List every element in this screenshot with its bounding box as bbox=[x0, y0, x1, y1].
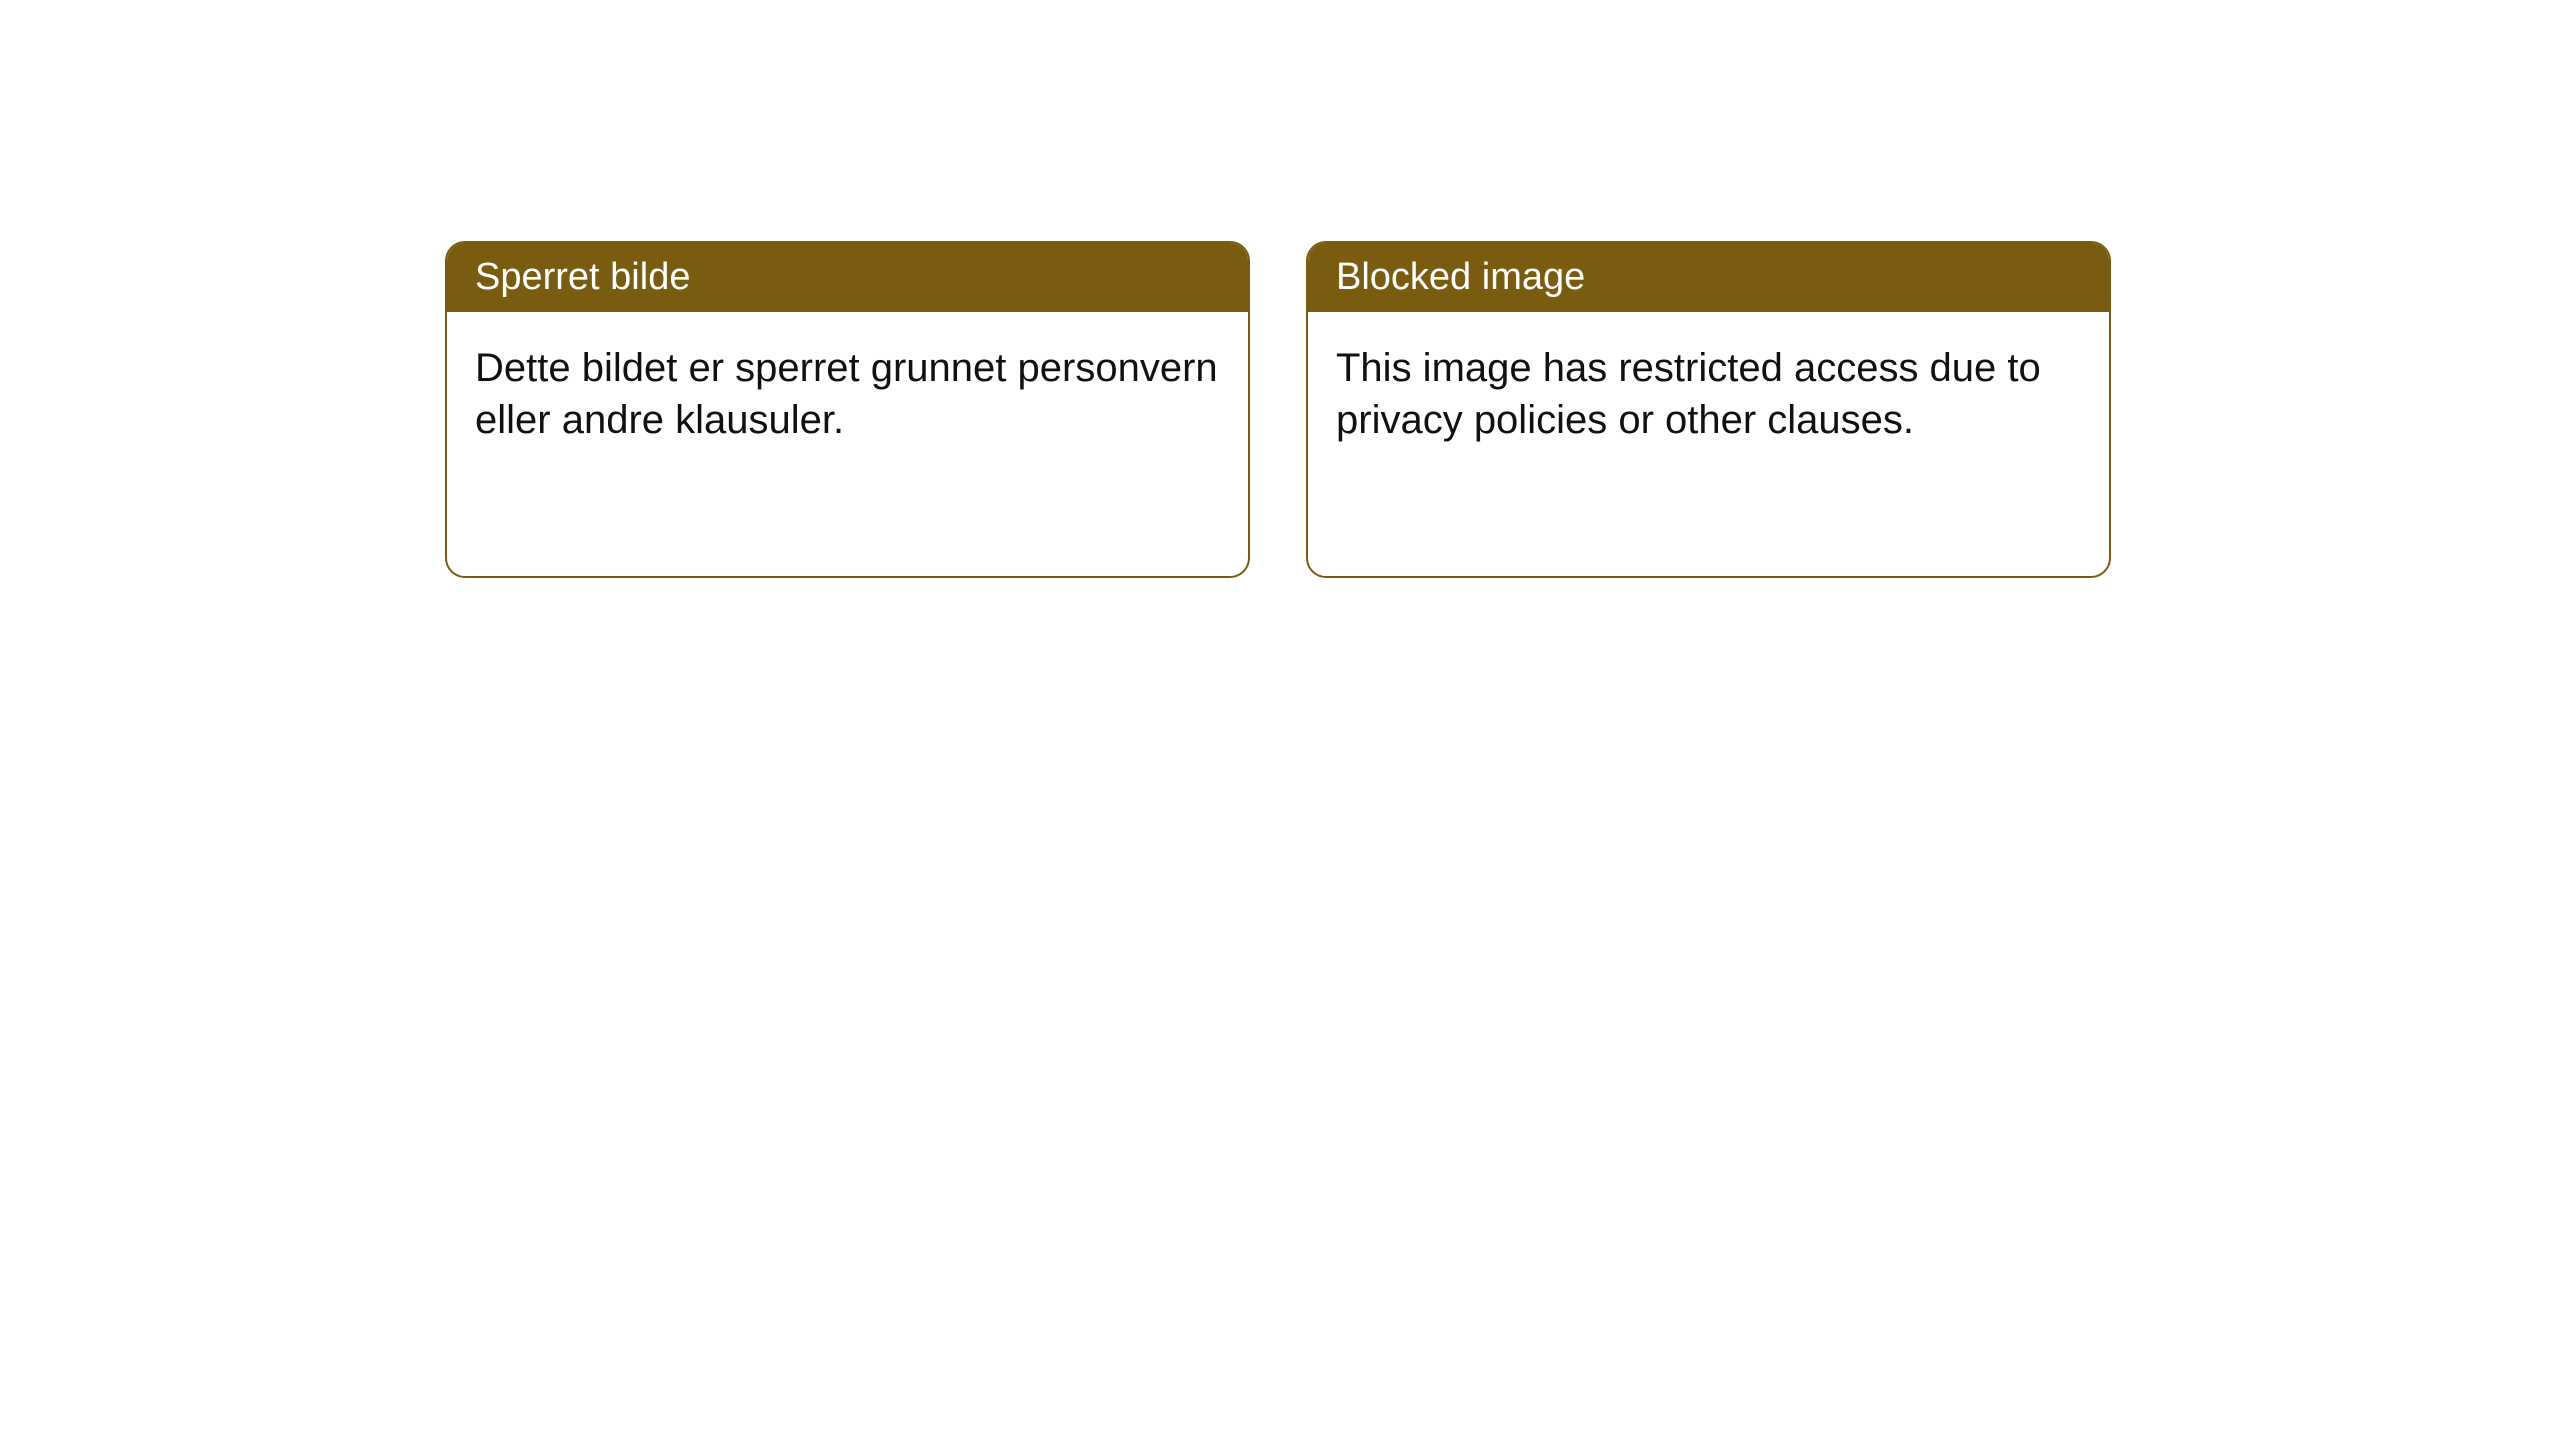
notice-card-body: Dette bildet er sperret grunnet personve… bbox=[447, 312, 1248, 476]
notice-card-body: This image has restricted access due to … bbox=[1308, 312, 2109, 476]
notice-card-title: Blocked image bbox=[1308, 243, 2109, 312]
notice-card-container: Sperret bilde Dette bildet er sperret gr… bbox=[0, 0, 2560, 578]
notice-card-title: Sperret bilde bbox=[447, 243, 1248, 312]
notice-card-norwegian: Sperret bilde Dette bildet er sperret gr… bbox=[445, 241, 1250, 578]
notice-card-english: Blocked image This image has restricted … bbox=[1306, 241, 2111, 578]
